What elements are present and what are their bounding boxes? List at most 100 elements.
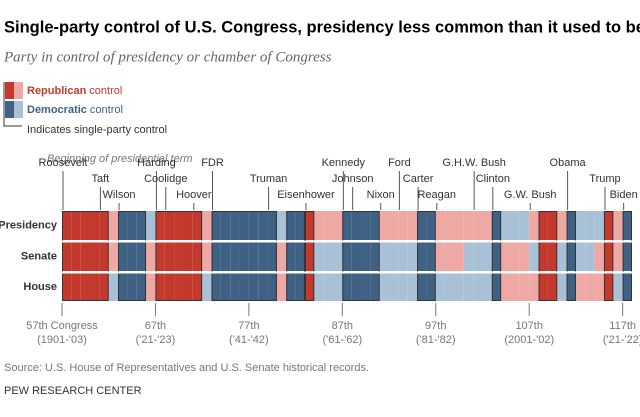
legend-text: control bbox=[89, 85, 122, 97]
control-cell bbox=[547, 273, 558, 301]
control-cell bbox=[258, 242, 268, 271]
control-cell bbox=[276, 211, 287, 240]
control-cell bbox=[473, 273, 483, 301]
president-axis-title: Beginning of presidential term bbox=[47, 153, 193, 165]
control-cell bbox=[155, 211, 165, 240]
control-cell bbox=[426, 211, 436, 240]
control-cell bbox=[230, 273, 240, 301]
control-cell bbox=[230, 242, 240, 271]
control-cell bbox=[220, 211, 231, 240]
control-cell bbox=[491, 211, 502, 240]
single-party-outline bbox=[417, 211, 436, 301]
x-tick-years: ('81-'82) bbox=[416, 334, 456, 346]
x-tick-label: 107th bbox=[515, 320, 543, 332]
control-cell bbox=[510, 242, 520, 271]
control-cell bbox=[361, 242, 371, 271]
control-cell bbox=[538, 273, 548, 301]
legend-swatch bbox=[5, 101, 14, 118]
control-cell bbox=[519, 273, 530, 301]
control-cell bbox=[566, 273, 576, 301]
control-cell bbox=[230, 211, 240, 240]
president-label: Nixon bbox=[367, 189, 395, 201]
control-cell bbox=[71, 242, 81, 271]
legend-swatch bbox=[14, 101, 23, 118]
control-cell bbox=[603, 242, 614, 271]
control-cell bbox=[398, 242, 408, 271]
control-cell bbox=[202, 211, 212, 240]
x-tick-label: 57th Congress bbox=[26, 320, 98, 332]
control-cell bbox=[445, 273, 455, 301]
control-cell bbox=[314, 211, 324, 240]
control-cell bbox=[108, 273, 119, 301]
single-party-outline bbox=[603, 211, 614, 301]
control-cell bbox=[491, 242, 502, 271]
control-cell bbox=[407, 242, 418, 271]
control-cell bbox=[557, 211, 567, 240]
control-cell bbox=[361, 211, 371, 240]
control-cell bbox=[417, 211, 427, 240]
control-cell bbox=[370, 242, 380, 271]
control-cell bbox=[398, 273, 408, 301]
president-label: Ford bbox=[388, 157, 411, 169]
x-tick-years: (2001-'02) bbox=[504, 334, 554, 346]
control-cell bbox=[127, 242, 137, 271]
control-cell bbox=[622, 211, 632, 240]
president-label: G.H.W. Bush bbox=[442, 157, 506, 169]
legend-swatch bbox=[5, 82, 14, 99]
control-cell bbox=[239, 242, 249, 271]
control-cell bbox=[575, 273, 586, 301]
row-label: House bbox=[23, 281, 57, 293]
control-cell bbox=[155, 242, 165, 271]
control-cell bbox=[136, 242, 147, 271]
control-cell bbox=[323, 211, 333, 240]
control-cell bbox=[491, 273, 502, 301]
control-cell bbox=[286, 211, 296, 240]
control-cell bbox=[183, 242, 193, 271]
control-cell bbox=[445, 211, 455, 240]
x-tick-years: (1901-'03) bbox=[37, 334, 87, 346]
x-tick-label: 67th bbox=[145, 320, 166, 332]
legend-note: Indicates single-party control bbox=[27, 124, 167, 136]
control-cell bbox=[519, 242, 530, 271]
chart-subtitle: Party in control of presidency or chambe… bbox=[3, 49, 332, 65]
control-cell bbox=[594, 242, 604, 271]
control-cell bbox=[407, 211, 418, 240]
control-cell bbox=[80, 211, 91, 240]
control-cell bbox=[575, 211, 586, 240]
control-cell bbox=[501, 273, 511, 301]
control-cell bbox=[557, 273, 567, 301]
control-cell bbox=[183, 273, 193, 301]
president-label: Harding bbox=[137, 157, 176, 169]
control-cell bbox=[192, 273, 203, 301]
control-cell bbox=[118, 211, 128, 240]
control-cell bbox=[295, 273, 305, 301]
control-cell bbox=[62, 211, 72, 240]
control-cell bbox=[286, 273, 296, 301]
x-tick-years: ('21-'23) bbox=[136, 334, 176, 346]
single-party-outline bbox=[538, 211, 558, 301]
control-cell bbox=[398, 211, 408, 240]
control-cell bbox=[314, 273, 324, 301]
control-cell bbox=[342, 242, 352, 271]
control-cell bbox=[323, 242, 333, 271]
control-cell bbox=[118, 242, 128, 271]
control-cell bbox=[370, 211, 380, 240]
president-label: Truman bbox=[250, 173, 288, 185]
x-tick-label: 77th bbox=[238, 320, 259, 332]
control-cell bbox=[426, 242, 436, 271]
chart-title: Single-party control of U.S. Congress, p… bbox=[4, 18, 640, 36]
control-cell bbox=[557, 242, 567, 271]
row-label: Senate bbox=[21, 250, 57, 262]
control-cell bbox=[585, 242, 595, 271]
president-label: Reagan bbox=[417, 189, 456, 201]
control-cell bbox=[192, 242, 203, 271]
control-cell bbox=[417, 273, 427, 301]
control-cell bbox=[482, 273, 492, 301]
control-cell bbox=[529, 273, 539, 301]
control-cell bbox=[585, 211, 595, 240]
control-cell bbox=[258, 273, 268, 301]
control-cell bbox=[510, 211, 520, 240]
row-gap bbox=[62, 271, 632, 274]
control-cell bbox=[473, 242, 483, 271]
control-cell bbox=[463, 242, 474, 271]
